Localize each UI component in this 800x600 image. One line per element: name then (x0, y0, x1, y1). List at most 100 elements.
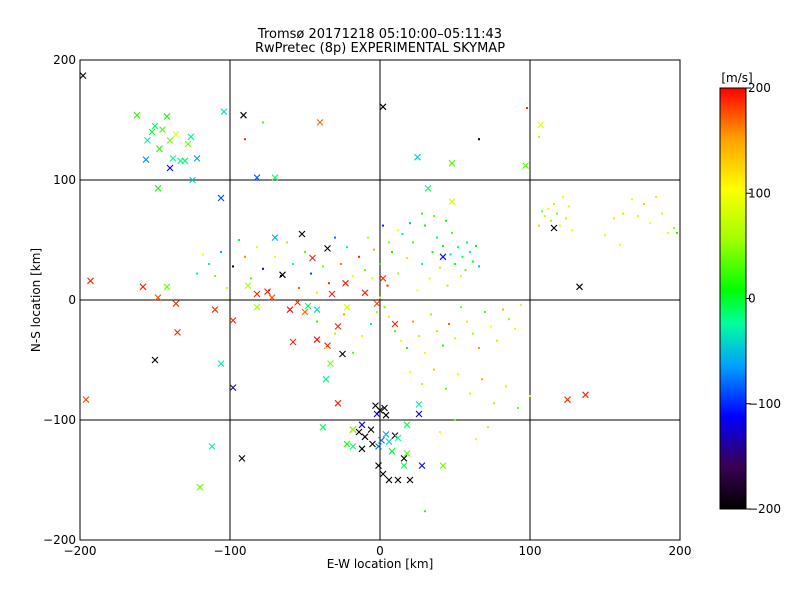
scatter-dot-mark (472, 332, 474, 335)
scatter-dot-mark (466, 241, 468, 244)
scatter-dot-mark (460, 275, 462, 277)
scatter-dot-mark (196, 272, 198, 275)
scatter-cross-mark (349, 426, 357, 433)
scatter-cross-mark (378, 437, 385, 444)
scatter-dot-mark (538, 224, 540, 227)
scatter-cross-mark (208, 443, 216, 450)
scatter-dot-mark (244, 138, 246, 141)
scatter-dot-mark (361, 335, 363, 337)
scatter-dot-mark (310, 272, 312, 275)
scatter-cross-mark (163, 113, 171, 120)
scatter-cross-mark (148, 128, 156, 136)
scatter-cross-mark (379, 103, 387, 111)
scatter-dot-mark (386, 284, 389, 287)
scatter-dot-mark (571, 229, 573, 232)
scatter-dot-mark (466, 320, 468, 323)
scatter-dot-mark (541, 210, 543, 213)
scatter-cross-mark (324, 245, 331, 252)
scatter-dot-mark (553, 203, 555, 205)
scatter-dot-mark (604, 234, 606, 237)
scatter-dot-mark (397, 272, 399, 275)
scatter-cross-mark (342, 279, 349, 287)
scatter-cross-mark (388, 447, 396, 455)
scatter-dot-mark (379, 263, 381, 265)
scatter-dot-mark (428, 277, 431, 280)
scatter-dot-mark (268, 289, 270, 292)
scatter-dot-mark (370, 323, 372, 325)
scatter-cross-mark (415, 410, 423, 418)
scatter-dot-mark (461, 255, 464, 258)
scatter-dot-mark (673, 227, 675, 229)
scatter-cross-mark (379, 275, 387, 282)
scatter-dot-mark (529, 395, 531, 397)
scatter-cross-mark (414, 153, 421, 161)
scatter-cross-mark (159, 126, 166, 133)
scatter-cross-mark (253, 303, 261, 311)
scatter-cross-mark (217, 194, 225, 202)
scatter-dot-mark (475, 245, 477, 247)
scatter-dot-mark (478, 265, 480, 268)
scatter-cross-mark (139, 283, 147, 291)
scatter-dot-mark (676, 231, 678, 234)
scatter-cross-mark (82, 396, 90, 403)
scatter-dot-mark (631, 198, 633, 201)
scatter-cross-mark (334, 399, 342, 407)
scatter-cross-mark (582, 391, 589, 399)
scatter-dot-mark (208, 263, 210, 265)
colorbar-tick-label: −100 (748, 397, 781, 411)
colorbar-tick-label: 100 (748, 186, 771, 200)
scatter-cross-mark (403, 450, 411, 457)
y-tick-label: −100 (43, 413, 76, 427)
scatter-cross-mark (189, 176, 196, 184)
scatter-dot-mark (556, 212, 558, 215)
scatter-dot-mark (292, 263, 294, 265)
scatter-dot-mark (451, 231, 453, 234)
scatter-cross-mark (375, 462, 382, 469)
scatter-dot-mark (439, 431, 441, 433)
scatter-cross-mark (144, 137, 151, 144)
ticks-layer: −200 −100 0 100 200 −200 −100 0 100 200 (43, 53, 691, 558)
scatter-dot-mark (562, 195, 564, 198)
scatter-dot-mark (514, 327, 516, 330)
scatter-cross-mark (375, 443, 382, 450)
scatter-cross-mark (196, 483, 204, 491)
scatter-dot-mark (457, 373, 459, 376)
x-tick-label: −100 (214, 544, 247, 558)
scatter-cross-mark (174, 329, 181, 336)
scatter-cross-mark (304, 302, 312, 310)
scatter-dot-mark (412, 241, 414, 244)
scatter-dot-mark (388, 315, 390, 318)
scatter-dot-mark (244, 255, 246, 258)
scatter-cross-mark (339, 350, 346, 358)
scatter-dot-mark (637, 215, 639, 217)
scatter-dot-mark (202, 253, 204, 256)
scatter-dot-mark (454, 419, 456, 421)
scatter-cross-mark (415, 401, 423, 408)
scatter-cross-mark (406, 476, 414, 484)
scatter-cross-mark (298, 230, 306, 238)
scatter-dot-mark (448, 323, 450, 325)
scatter-dot-mark (322, 265, 324, 268)
scatter-dot-mark (433, 368, 435, 371)
scatter-dot-mark (376, 311, 378, 313)
scatter-dot-mark (445, 219, 447, 222)
colorbar: [m/s] 200 100 0 −100 −200 (719, 71, 781, 516)
scatter-cross-mark (550, 224, 558, 232)
scatter-dot-mark (449, 253, 452, 256)
scatter-dot-mark (469, 392, 471, 395)
scatter-dot-mark (367, 236, 369, 239)
scatter-cross-mark (358, 445, 366, 453)
scatter-cross-mark (240, 111, 247, 119)
scatter-cross-mark (381, 404, 388, 412)
scatter-cross-mark (172, 300, 180, 307)
scatter-cross-mark (301, 308, 309, 316)
scatter-dot-mark (442, 245, 444, 247)
scatter-dot-mark (400, 339, 402, 342)
scatter-cross-mark (448, 198, 456, 205)
scatter-cross-mark (424, 185, 432, 192)
scatter-cross-mark (537, 121, 544, 129)
scatter-dot-mark (544, 215, 546, 217)
scatter-dot-mark (346, 246, 348, 249)
scatter-dot-mark (446, 284, 449, 287)
scatter-dot-mark (382, 224, 384, 227)
